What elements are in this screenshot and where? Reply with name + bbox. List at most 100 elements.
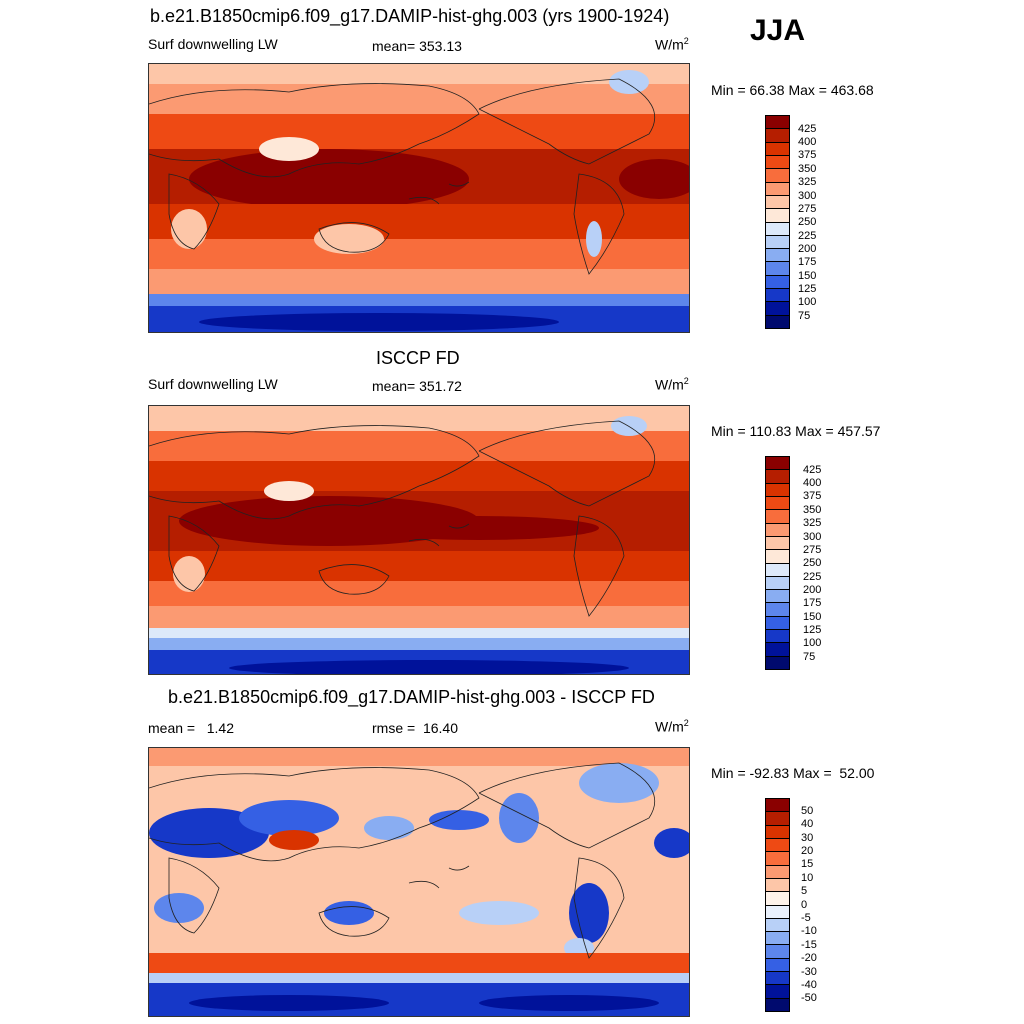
colorbar-swatch <box>766 905 789 919</box>
colorbar-swatch <box>766 523 789 537</box>
colorbar-tick-label: -30 <box>801 966 817 978</box>
colorbar-swatch <box>766 457 789 471</box>
colorbar-tick-label: 300 <box>798 190 817 202</box>
colorbar-swatch <box>766 576 789 591</box>
colorbar-swatch <box>766 603 789 617</box>
colorbar-swatch <box>766 892 789 906</box>
panel2-units: W/m2 <box>655 376 689 393</box>
colorbar-tick-label: 425 <box>803 464 822 476</box>
panel1-minmax: Min = 66.38 Max = 463.68 <box>711 82 874 98</box>
colorbar-swatch <box>766 616 789 631</box>
colorbar-swatch <box>766 550 789 564</box>
colorbar-swatch <box>766 235 789 250</box>
panel1-variable-label: Surf downwelling LW <box>148 36 278 52</box>
panel3-title: b.e21.B1850cmip6.f09_g17.DAMIP-hist-ghg.… <box>168 687 655 707</box>
colorbar-swatch <box>766 799 789 813</box>
colorbar-tick-label: 0 <box>801 899 808 911</box>
colorbar-swatch <box>766 812 789 826</box>
colorbar-swatch <box>766 209 789 223</box>
panel3-mean-label: mean = 1.42 <box>148 720 235 736</box>
colorbar-tick-label: 350 <box>803 504 822 516</box>
colorbar-tick-label: 225 <box>803 571 822 583</box>
colorbar-tick-label: 250 <box>803 557 822 569</box>
colorbar-tick-label: 100 <box>798 296 817 308</box>
panel2-mean-label: mean= 351.72 <box>372 378 462 394</box>
colorbar-tick-label: 200 <box>803 584 822 596</box>
season-label: JJA <box>750 14 806 47</box>
colorbar-tick-label: 350 <box>798 163 817 175</box>
colorbar-swatch <box>766 852 789 866</box>
panel2-map <box>148 405 690 675</box>
colorbar-swatch <box>766 289 789 303</box>
panel3-rmse-label: rmse = 16.40 <box>372 720 458 736</box>
colorbar-tick-label: 10 <box>801 872 814 884</box>
panel1-title: b.e21.B1850cmip6.f09_g17.DAMIP-hist-ghg.… <box>150 6 670 26</box>
colorbar-tick-label: 225 <box>798 230 817 242</box>
panel1-units: W/m2 <box>655 36 689 53</box>
colorbar-tick-label: 325 <box>798 176 817 188</box>
panel2-variable-label: Surf downwelling LW <box>148 376 278 392</box>
colorbar-tick-label: 300 <box>803 531 822 543</box>
colorbar-tick-label: 375 <box>798 149 817 161</box>
colorbar-tick-label: 400 <box>803 477 822 489</box>
panel3-minmax: Min = -92.83 Max = 52.00 <box>711 765 875 781</box>
colorbar-swatch <box>766 470 789 484</box>
colorbar-tick-label: 275 <box>803 544 822 556</box>
colorbar-tick-label: 50 <box>801 805 814 817</box>
colorbar-swatch <box>766 563 789 577</box>
colorbar-swatch <box>766 865 789 879</box>
colorbar-tick-label: -15 <box>801 939 817 951</box>
colorbar-tick-label: 30 <box>801 832 814 844</box>
colorbar-tick-label: -10 <box>801 925 817 937</box>
colorbar-swatch <box>766 249 789 263</box>
colorbar-tick-label: 150 <box>803 611 822 623</box>
colorbar-swatch <box>766 643 789 657</box>
colorbar-tick-label: 175 <box>798 256 817 268</box>
colorbar-swatch <box>766 656 789 669</box>
colorbar-tick-label: 200 <box>798 243 817 255</box>
colorbar-swatch <box>766 932 789 946</box>
colorbar-swatch <box>766 945 789 959</box>
colorbar-swatch <box>766 169 789 183</box>
colorbar-tick-label: -5 <box>801 912 811 924</box>
colorbar-tick-label: 275 <box>798 203 817 215</box>
panel2-minmax: Min = 110.83 Max = 457.57 <box>711 423 881 439</box>
colorbar-swatch <box>766 918 789 933</box>
colorbar-tick-label: 150 <box>798 270 817 282</box>
panel3-units: W/m2 <box>655 718 689 735</box>
colorbar-swatch <box>766 195 789 210</box>
colorbar-swatch <box>766 315 789 328</box>
panel1-colorbar <box>765 115 790 329</box>
colorbar-swatch <box>766 275 789 290</box>
colorbar-tick-label: -40 <box>801 979 817 991</box>
colorbar-swatch <box>766 222 789 236</box>
colorbar-swatch <box>766 262 789 276</box>
panel2-title: ISCCP FD <box>376 348 460 368</box>
panel1-map <box>148 63 690 333</box>
colorbar-tick-label: 100 <box>803 637 822 649</box>
colorbar-swatch <box>766 630 789 644</box>
colorbar-tick-label: 40 <box>801 818 814 830</box>
panel2-colorbar <box>765 456 790 670</box>
colorbar-tick-label: 5 <box>801 885 808 897</box>
colorbar-tick-label: 425 <box>798 123 817 135</box>
colorbar-swatch <box>766 483 789 497</box>
colorbar-swatch <box>766 129 789 143</box>
colorbar-tick-label: 125 <box>798 283 817 295</box>
panel3-colorbar <box>765 798 790 1012</box>
colorbar-swatch <box>766 182 789 196</box>
panel3-map <box>148 747 690 1017</box>
colorbar-swatch <box>766 496 789 511</box>
colorbar-tick-label: -50 <box>801 992 817 1004</box>
colorbar-swatch <box>766 972 789 986</box>
colorbar-tick-label: 75 <box>803 651 816 663</box>
panel1-mean-label: mean= 353.13 <box>372 38 462 54</box>
colorbar-tick-label: -20 <box>801 952 817 964</box>
colorbar-swatch <box>766 302 789 316</box>
colorbar-swatch <box>766 510 789 524</box>
colorbar-tick-label: 75 <box>798 310 811 322</box>
colorbar-swatch <box>766 142 789 156</box>
colorbar-tick-label: 175 <box>803 597 822 609</box>
colorbar-tick-label: 125 <box>803 624 822 636</box>
colorbar-swatch <box>766 536 789 551</box>
